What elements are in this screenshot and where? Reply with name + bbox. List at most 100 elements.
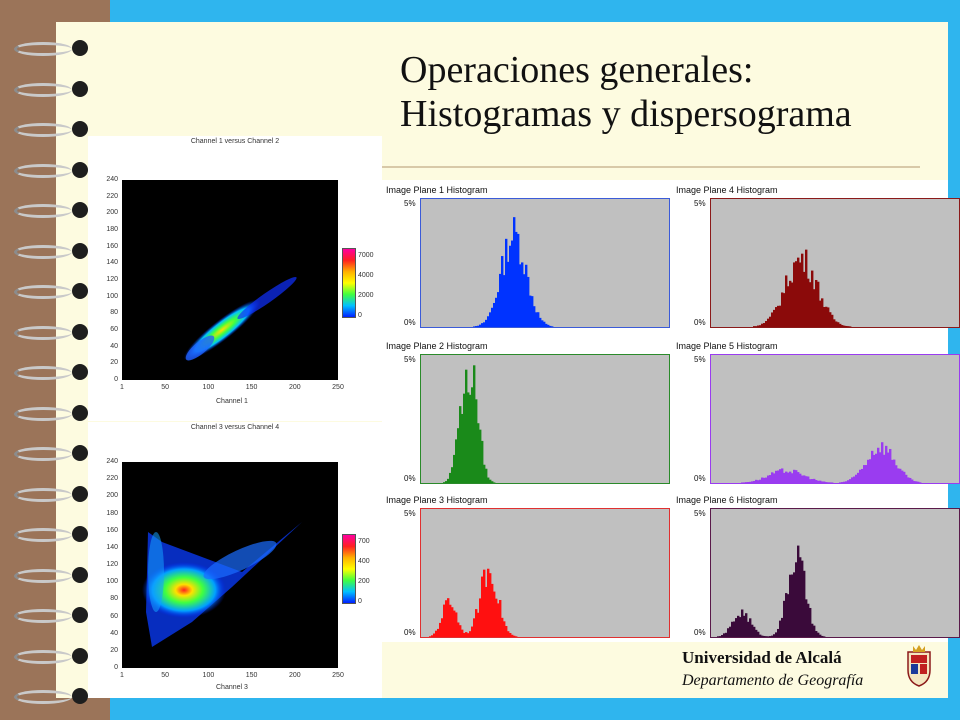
histogram-bar bbox=[895, 465, 898, 483]
scatter-x-tick: 150 bbox=[245, 384, 258, 391]
histogram-bar bbox=[529, 295, 532, 327]
histogram-bar bbox=[453, 610, 456, 637]
scatter-plot-area bbox=[122, 180, 338, 380]
scatter-caption: Channel 3 versus Channel 4 bbox=[190, 424, 280, 431]
histogram-bar bbox=[831, 482, 834, 483]
histogram-bar bbox=[491, 307, 494, 327]
histogram-bar bbox=[769, 316, 772, 327]
histogram-bar bbox=[783, 600, 786, 637]
histogram-bar bbox=[743, 482, 746, 483]
histogram-bar bbox=[761, 477, 764, 483]
histogram-bar bbox=[813, 289, 816, 327]
scatter-y-tick: 160 bbox=[106, 242, 118, 250]
scatter-y-tick: 80 bbox=[110, 595, 118, 603]
histogram-bar bbox=[523, 274, 526, 327]
histogram-bar bbox=[483, 569, 486, 637]
histogram-bar bbox=[779, 620, 782, 637]
scatter-x-tick: 100 bbox=[202, 384, 215, 391]
histogram-bar bbox=[909, 477, 912, 483]
histogram-bar bbox=[431, 635, 434, 637]
histogram-bar bbox=[781, 292, 784, 327]
histogram-bar bbox=[851, 477, 854, 483]
histogram-bar bbox=[819, 480, 822, 483]
histogram-bar bbox=[885, 445, 888, 483]
histogram-bar bbox=[771, 312, 774, 327]
histogram-bar bbox=[789, 574, 792, 637]
histogram-bar bbox=[499, 273, 502, 327]
histogram-bar bbox=[509, 632, 512, 637]
histogram-bars bbox=[741, 442, 922, 483]
histogram-bar bbox=[469, 631, 472, 637]
histogram-bar bbox=[729, 626, 732, 637]
histogram-bar bbox=[803, 271, 806, 327]
spiral-binding-ring-icon bbox=[14, 443, 88, 465]
histogram-bar bbox=[485, 586, 488, 637]
histogram-frame bbox=[710, 198, 960, 328]
scatter-x-tick: 250 bbox=[332, 384, 344, 391]
histogram-bar bbox=[883, 454, 886, 483]
spiral-binding-ring-icon bbox=[14, 160, 88, 182]
histogram-bar bbox=[765, 636, 768, 637]
histogram-bar bbox=[841, 482, 844, 483]
histogram-bar bbox=[823, 307, 826, 327]
histogram-bar bbox=[515, 231, 518, 327]
histogram-bar bbox=[845, 325, 848, 327]
histogram-bar bbox=[479, 429, 482, 483]
histogram-bar bbox=[747, 482, 750, 483]
top-border bbox=[110, 0, 960, 22]
scatter-x-tick: 1 bbox=[120, 672, 124, 679]
histogram-bar bbox=[507, 631, 510, 637]
scatter-density bbox=[142, 522, 302, 647]
histogram-bar bbox=[495, 598, 498, 637]
histogram-bar bbox=[489, 479, 492, 483]
slide-title: Operaciones generales: Histogramas y dis… bbox=[400, 48, 940, 136]
histogram-bar bbox=[817, 632, 820, 637]
histogram-bar bbox=[797, 472, 800, 483]
histogram-bar bbox=[807, 278, 810, 327]
histogram-bar bbox=[775, 632, 778, 637]
histogram-bar bbox=[719, 636, 722, 637]
scatter-x-tick: 200 bbox=[288, 384, 301, 391]
histogram-bar bbox=[731, 621, 734, 637]
histogram-bar bbox=[761, 635, 764, 637]
histogram-bar bbox=[847, 326, 850, 327]
histogram-bar bbox=[503, 621, 506, 637]
scatter-y-tick: 120 bbox=[106, 561, 118, 568]
scatter-y-tick: 0 bbox=[114, 376, 118, 383]
histogram-bar bbox=[433, 633, 436, 637]
histogram-bar bbox=[891, 459, 894, 483]
histogram-bar bbox=[777, 305, 780, 327]
histogram-bar bbox=[893, 459, 896, 483]
scatter-legend-tick: 2000 bbox=[358, 292, 374, 299]
histogram-bar bbox=[793, 262, 796, 327]
histogram-bar bbox=[869, 459, 872, 483]
histogram-bar bbox=[537, 312, 540, 327]
histogram-bar bbox=[785, 471, 788, 483]
histogram-bar bbox=[777, 628, 780, 637]
histogram-bar bbox=[449, 472, 452, 483]
histogram-bar bbox=[771, 635, 774, 637]
histogram-bars bbox=[443, 365, 496, 483]
histogram-bar bbox=[825, 306, 828, 327]
histogram-bar bbox=[503, 275, 506, 327]
histogram-bar bbox=[835, 321, 838, 327]
histogram-bar bbox=[495, 297, 498, 327]
histogram-bar bbox=[755, 629, 758, 637]
histogram-bar bbox=[827, 482, 830, 483]
histogram-title: Image Plane 3 Histogram bbox=[386, 495, 488, 505]
histogram-bar bbox=[463, 632, 466, 637]
histogram-bar bbox=[769, 475, 772, 483]
title-divider bbox=[382, 166, 920, 168]
histogram-bar bbox=[823, 481, 826, 483]
histogram-bar bbox=[435, 630, 438, 637]
scatter-y-tick: 0 bbox=[114, 664, 118, 671]
histogram-bar bbox=[457, 622, 460, 637]
scatter-legend-tick: 200 bbox=[358, 578, 370, 585]
spiral-binding-ring-icon bbox=[14, 484, 88, 506]
histogram-bar bbox=[541, 320, 544, 327]
scatter-x-label: Channel 1 bbox=[216, 398, 248, 405]
histogram-bar bbox=[809, 282, 812, 327]
histogram-bar bbox=[475, 609, 478, 637]
histogram-bar bbox=[457, 428, 460, 483]
histogram-bar bbox=[903, 471, 906, 483]
